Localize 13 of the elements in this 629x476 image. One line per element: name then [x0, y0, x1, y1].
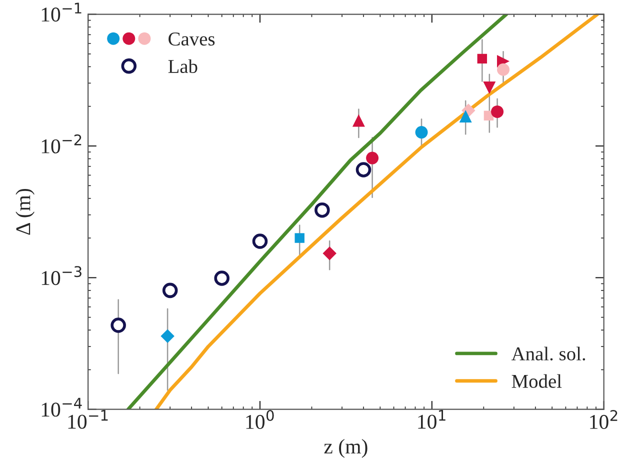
y-tick-label: 10$^{−3}$: [42, 266, 82, 286]
y-tick-label: 10$^{−1}$: [42, 2, 82, 22]
legend-label: Anal. sol.: [511, 346, 586, 361]
x-tick-label: 10$^{0}$: [246, 410, 274, 429]
x-tick-label: 10$^{−1}$: [68, 410, 108, 429]
x-tick-label: 10$^{2}$: [590, 410, 618, 429]
legend-label: Lab: [168, 59, 198, 74]
legend-label: Model: [512, 374, 562, 388]
y-tick-label: 10$^{−2}$: [42, 134, 82, 154]
legend-label: Caves: [168, 32, 215, 46]
x-axis-title: z (m): [324, 438, 368, 458]
x-tick-label: 10$^{1}$: [418, 410, 446, 429]
y-axis-title: Δ (m): [16, 188, 35, 235]
